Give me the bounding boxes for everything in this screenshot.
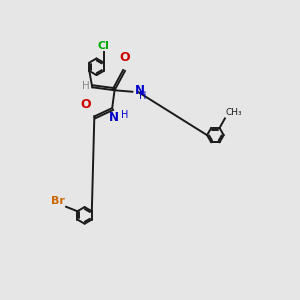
Text: H: H	[82, 81, 90, 91]
Text: Br: Br	[51, 196, 65, 206]
Text: O: O	[81, 98, 91, 111]
Text: H: H	[121, 110, 128, 120]
Text: H: H	[139, 91, 146, 101]
Text: N: N	[135, 84, 145, 97]
Text: CH₃: CH₃	[226, 108, 242, 117]
Text: Cl: Cl	[98, 41, 109, 51]
Text: N: N	[109, 111, 119, 124]
Text: O: O	[120, 51, 130, 64]
